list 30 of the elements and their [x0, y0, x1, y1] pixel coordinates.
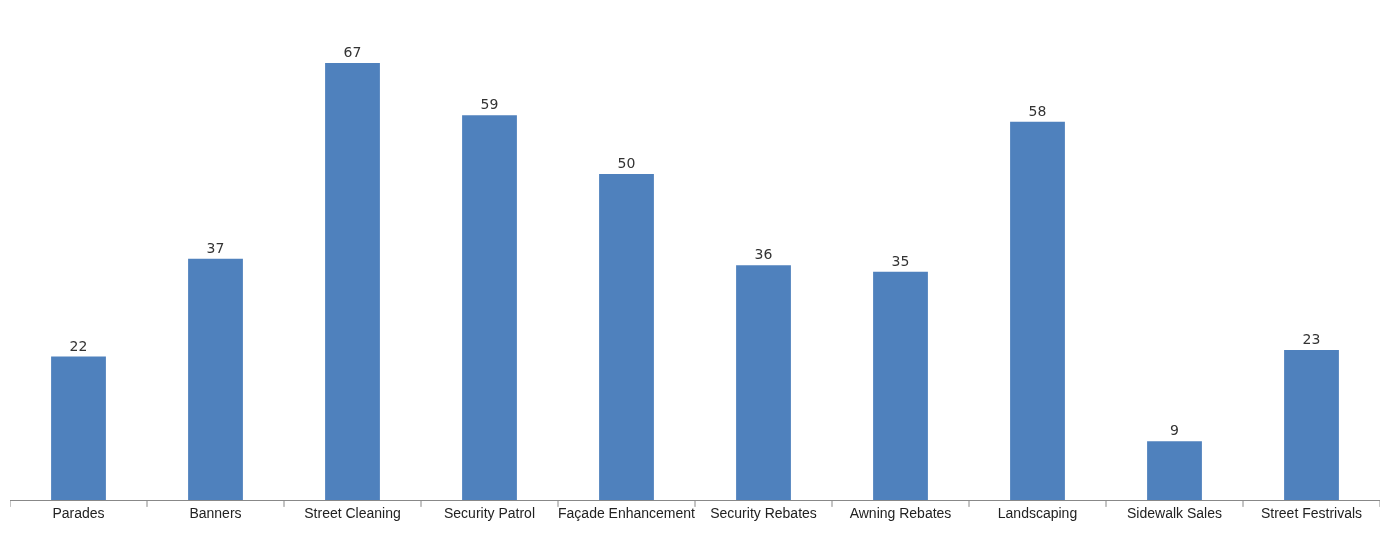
- x-tick-label: Street Cleaning: [304, 504, 401, 521]
- data-label: 37: [206, 239, 225, 256]
- bar: [188, 258, 243, 500]
- bar: [325, 63, 380, 500]
- bar: [599, 173, 654, 500]
- x-tick-label: Landscaping: [997, 504, 1078, 521]
- data-label: 59: [480, 96, 499, 113]
- bar: [1284, 349, 1339, 500]
- data-label: 23: [1302, 330, 1321, 347]
- data-label: 35: [891, 252, 910, 269]
- x-tick-label: Sidewalk Sales: [1127, 504, 1222, 521]
- bar: [736, 265, 791, 500]
- x-tick-label: Parades: [52, 504, 105, 521]
- x-tick-label: Street Festrivals: [1260, 504, 1363, 521]
- bar: [873, 271, 928, 500]
- x-tick-label: Façade Enhancement: [558, 504, 696, 521]
- data-label: 50: [617, 154, 636, 171]
- data-label: 9: [1170, 422, 1179, 439]
- bar: [51, 356, 106, 500]
- x-tick-label: Awning Rebates: [849, 504, 952, 521]
- data-label: 36: [754, 246, 773, 263]
- data-label: 22: [69, 337, 88, 354]
- bar: [1147, 441, 1202, 500]
- data-label: 58: [1028, 102, 1047, 119]
- x-tick-label: Security Patrol: [443, 504, 536, 521]
- bar: [1010, 121, 1065, 500]
- x-tick-label: Banners: [189, 504, 242, 521]
- bar: [462, 115, 517, 500]
- data-label: 67: [343, 44, 362, 60]
- x-tick-label: Security Rebates: [710, 504, 817, 521]
